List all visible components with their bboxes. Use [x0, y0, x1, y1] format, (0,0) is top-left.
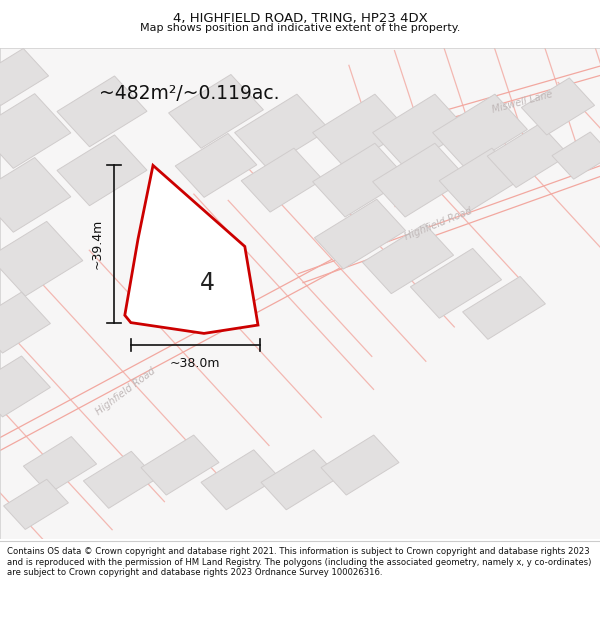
Polygon shape — [4, 479, 68, 529]
Polygon shape — [0, 292, 50, 353]
Polygon shape — [0, 221, 83, 296]
Polygon shape — [0, 49, 49, 106]
Polygon shape — [521, 78, 595, 135]
Text: ~39.4m: ~39.4m — [90, 219, 103, 269]
Polygon shape — [433, 94, 527, 168]
Polygon shape — [261, 450, 339, 510]
Polygon shape — [235, 94, 329, 168]
Text: Contains OS data © Crown copyright and database right 2021. This information is : Contains OS data © Crown copyright and d… — [7, 548, 592, 577]
Polygon shape — [552, 132, 600, 179]
Text: 4, HIGHFIELD ROAD, TRING, HP23 4DX: 4, HIGHFIELD ROAD, TRING, HP23 4DX — [173, 12, 427, 25]
Polygon shape — [125, 166, 258, 333]
Polygon shape — [241, 148, 323, 212]
Text: Highfield Road: Highfield Road — [94, 366, 158, 417]
Polygon shape — [321, 435, 399, 495]
Polygon shape — [410, 248, 502, 318]
Polygon shape — [57, 76, 147, 147]
Polygon shape — [373, 143, 467, 217]
Text: ~482m²/~0.119ac.: ~482m²/~0.119ac. — [99, 84, 280, 103]
Polygon shape — [169, 74, 263, 148]
Polygon shape — [487, 124, 569, 188]
Text: Map shows position and indicative extent of the property.: Map shows position and indicative extent… — [140, 23, 460, 33]
Polygon shape — [201, 450, 279, 510]
Polygon shape — [0, 356, 50, 417]
Polygon shape — [83, 451, 157, 508]
Text: Highfield Road: Highfield Road — [403, 206, 473, 242]
Polygon shape — [362, 224, 454, 294]
Polygon shape — [57, 135, 147, 206]
Polygon shape — [373, 94, 467, 168]
Polygon shape — [314, 199, 406, 269]
Polygon shape — [0, 94, 71, 168]
Polygon shape — [463, 276, 545, 339]
Text: Miswell Lane: Miswell Lane — [491, 89, 553, 114]
Polygon shape — [175, 134, 257, 198]
Text: ~38.0m: ~38.0m — [170, 357, 221, 370]
Text: 4: 4 — [199, 271, 215, 295]
Polygon shape — [439, 148, 521, 212]
Polygon shape — [23, 436, 97, 494]
Polygon shape — [313, 143, 407, 217]
Polygon shape — [141, 435, 219, 495]
Polygon shape — [0, 158, 71, 232]
Polygon shape — [313, 94, 407, 168]
